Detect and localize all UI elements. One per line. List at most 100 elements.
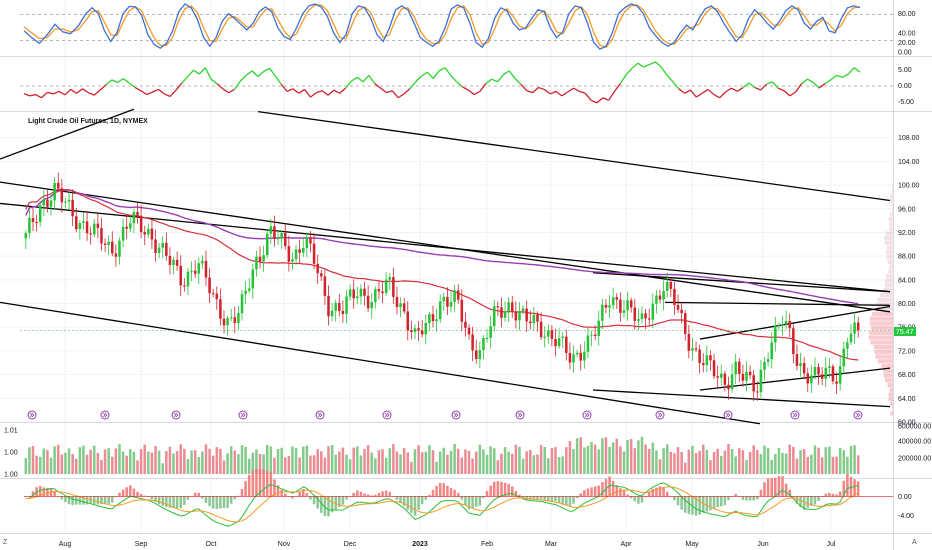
macd-histogram-bar	[817, 496, 820, 502]
volume-bar	[774, 454, 777, 474]
candle	[557, 328, 561, 349]
momentum-segment	[140, 90, 148, 96]
candle-body	[388, 277, 392, 280]
candle	[82, 212, 85, 230]
macd-histogram-bar	[302, 489, 305, 497]
momentum-segment	[736, 86, 744, 92]
macd-histogram-bar	[345, 496, 348, 500]
momentum-segment	[152, 88, 159, 93]
macd-histogram-bar	[774, 477, 777, 497]
candle	[770, 331, 773, 369]
volume-bar	[363, 448, 366, 474]
macd-histogram-bar	[273, 479, 276, 497]
price-tick-3: 96.00	[898, 206, 916, 213]
candle	[42, 189, 46, 217]
volume-bar	[658, 459, 662, 474]
candle	[471, 326, 474, 362]
candle	[251, 263, 255, 299]
candle	[464, 312, 467, 337]
candle-body	[352, 289, 355, 299]
candle	[651, 293, 655, 329]
volume-bar	[435, 461, 438, 474]
volume-profile-bar	[890, 411, 893, 416]
momentum-segment	[719, 91, 726, 99]
candle-body	[590, 334, 593, 336]
macd-histogram-bar	[745, 496, 748, 501]
candle	[683, 310, 687, 341]
auto-scale-button[interactable]: A	[912, 539, 917, 546]
volume-tick-0: 600000.00	[898, 424, 931, 431]
volume-profile-bar	[885, 231, 893, 236]
candle	[813, 357, 817, 380]
volume-bar	[543, 447, 546, 474]
macd-histogram-bar	[536, 496, 539, 500]
volume-profile-bar	[889, 221, 893, 227]
candle	[168, 247, 172, 275]
volume-profile-bar	[888, 217, 893, 222]
candle-body	[49, 200, 53, 207]
macd-histogram-bar	[374, 494, 377, 497]
macd-histogram-bar	[320, 496, 323, 513]
momentum-segment	[198, 67, 206, 75]
candle-body	[237, 313, 240, 323]
pivot-marker-icon	[240, 412, 246, 418]
volume-bar	[233, 450, 237, 474]
volume-bar	[374, 458, 377, 474]
candle-body	[201, 260, 204, 264]
macd-histogram-bar	[640, 496, 644, 503]
candle-body	[428, 314, 431, 323]
candle	[316, 254, 319, 284]
momentum-segment	[532, 87, 539, 94]
candle-body	[291, 259, 294, 262]
macd-histogram-bar	[417, 496, 420, 510]
zoom-button[interactable]: Z	[3, 539, 8, 546]
volume-bar	[835, 456, 838, 474]
volume-bar	[406, 452, 410, 474]
macd-histogram-bar	[435, 485, 438, 497]
momentum-segment	[456, 81, 463, 88]
candle-body	[85, 221, 89, 234]
macd-histogram-bar	[593, 486, 597, 497]
candle-body	[842, 348, 846, 367]
candle-body	[601, 304, 604, 321]
macd-histogram-bar	[31, 491, 35, 497]
candle	[399, 297, 402, 318]
candle	[734, 353, 737, 385]
momentum-segment	[467, 89, 475, 96]
volume-bar	[820, 457, 824, 474]
macd-histogram-bar	[500, 481, 503, 497]
candle	[273, 215, 276, 247]
candle-body	[399, 303, 402, 307]
momentum-segment	[368, 74, 376, 85]
volume-bar	[204, 444, 208, 474]
candle-body	[269, 226, 273, 234]
macd-histogram-bar	[283, 493, 287, 497]
volume-bar	[183, 448, 186, 474]
candle	[806, 367, 810, 392]
momentum-segment	[713, 93, 721, 99]
candle-body	[619, 299, 622, 313]
macd-line	[25, 482, 859, 527]
candle	[748, 365, 752, 380]
trendline-7	[699, 305, 891, 340]
volume-bar	[547, 458, 550, 474]
candle-body	[147, 228, 150, 235]
macd-histogram-bar	[799, 496, 802, 508]
momentum-segment	[824, 79, 832, 85]
volume-profile-bar	[874, 349, 893, 355]
volume-bar	[96, 452, 100, 474]
candle	[370, 293, 373, 319]
macd-histogram-bar	[521, 496, 525, 498]
macd-histogram-bar	[262, 469, 265, 497]
pivot-marker-0	[27, 410, 37, 420]
candle-body	[287, 246, 291, 262]
momentum-segment	[403, 88, 411, 95]
candle	[856, 317, 860, 338]
candle-body	[294, 249, 298, 260]
macd-histogram-bar	[446, 485, 449, 497]
trendline-6	[664, 301, 891, 306]
candle	[727, 376, 730, 400]
candle-body	[374, 289, 377, 303]
candle-body	[244, 290, 247, 295]
volume-bar	[806, 456, 810, 474]
